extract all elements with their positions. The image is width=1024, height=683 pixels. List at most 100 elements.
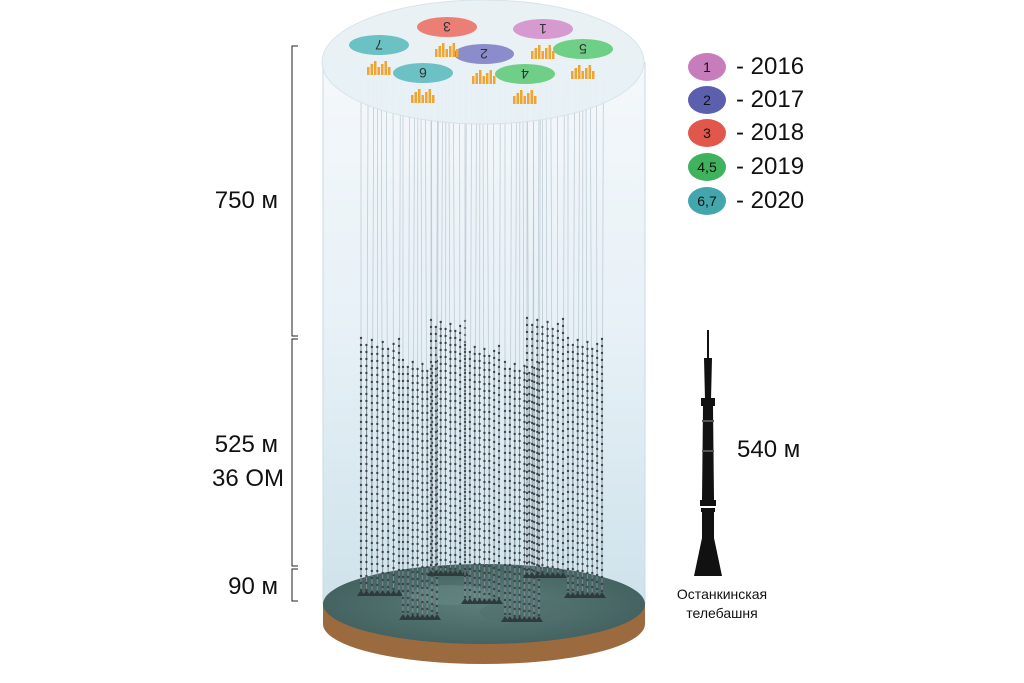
optical-module <box>556 483 560 487</box>
optical-module <box>473 583 476 587</box>
anchor <box>495 598 503 604</box>
optical-module <box>392 531 395 535</box>
optical-module <box>518 439 521 443</box>
optical-module <box>528 420 531 424</box>
optical-module <box>463 490 467 494</box>
optical-module <box>421 362 424 366</box>
optical-module <box>434 542 438 546</box>
optical-module <box>541 528 544 532</box>
optical-module <box>546 530 549 534</box>
cluster-4: 4 <box>495 64 555 104</box>
optical-module <box>386 459 390 463</box>
optical-module <box>430 553 434 557</box>
optical-module <box>483 564 486 568</box>
optical-module <box>434 556 438 560</box>
optical-module <box>532 499 536 503</box>
optical-module <box>483 431 486 435</box>
optical-module <box>576 366 579 370</box>
optical-module <box>463 553 467 557</box>
optical-module <box>458 338 462 342</box>
optical-module <box>406 512 410 516</box>
optical-module <box>421 558 424 562</box>
optical-module <box>551 446 554 450</box>
optical-module <box>416 458 419 462</box>
optical-module <box>429 325 433 329</box>
optical-module <box>426 586 429 590</box>
optical-module <box>473 345 476 349</box>
optical-module <box>518 586 521 590</box>
optical-module <box>463 462 467 466</box>
optical-module <box>595 468 599 472</box>
optical-module <box>541 486 544 490</box>
anchor <box>433 614 441 620</box>
optical-module <box>458 380 462 384</box>
optical-module <box>497 442 501 446</box>
optical-module <box>488 452 491 456</box>
optical-module <box>546 481 549 485</box>
optical-module <box>541 563 544 567</box>
optical-module <box>591 424 594 428</box>
optical-module <box>591 571 594 575</box>
optical-module <box>458 541 462 545</box>
optical-module <box>586 536 589 540</box>
optical-module <box>376 569 379 573</box>
optical-module <box>406 519 410 523</box>
optical-module <box>566 588 570 592</box>
optical-module <box>449 336 452 340</box>
optical-module <box>370 499 374 503</box>
optical-module <box>508 542 512 546</box>
optical-module <box>525 393 529 397</box>
optical-module <box>468 406 472 410</box>
optical-module <box>571 448 575 452</box>
optical-module <box>551 397 554 401</box>
optical-module <box>376 527 379 531</box>
optical-module <box>392 545 395 549</box>
optical-module <box>488 543 491 547</box>
optical-module <box>473 569 476 573</box>
optical-module <box>591 522 594 526</box>
optical-module <box>411 374 414 378</box>
optical-module <box>421 537 424 541</box>
optical-module <box>401 505 405 509</box>
optical-module <box>444 558 447 562</box>
optical-module <box>454 434 457 438</box>
optical-module <box>503 430 507 434</box>
optical-module <box>556 371 560 375</box>
optical-module <box>401 519 405 523</box>
optical-module <box>518 523 521 527</box>
optical-module <box>454 511 457 515</box>
optical-module <box>536 479 539 483</box>
optical-module <box>528 378 531 382</box>
optical-module <box>561 562 565 566</box>
optical-module <box>365 406 368 410</box>
optical-module <box>571 532 575 536</box>
optical-module <box>546 376 549 380</box>
optical-module <box>454 469 457 473</box>
optical-module <box>532 548 536 552</box>
optical-module <box>546 390 549 394</box>
optical-module <box>523 581 526 585</box>
optical-module <box>497 568 501 572</box>
optical-module <box>532 401 536 405</box>
optical-module <box>401 414 405 418</box>
optical-module <box>483 445 486 449</box>
optical-module <box>581 373 584 377</box>
optical-module <box>513 558 516 562</box>
optical-module <box>536 416 539 420</box>
optical-module <box>497 358 501 362</box>
optical-module <box>546 404 549 408</box>
optical-module <box>397 526 401 530</box>
optical-module <box>528 602 531 606</box>
optical-module <box>439 551 442 555</box>
optical-module <box>458 387 462 391</box>
optical-module <box>454 385 457 389</box>
optical-module <box>426 579 429 583</box>
optical-module <box>454 560 457 564</box>
cluster-6: 6 <box>393 63 453 103</box>
optical-module <box>571 378 575 382</box>
optical-module <box>595 349 599 353</box>
optical-module <box>525 344 529 348</box>
optical-module <box>561 520 565 524</box>
legend-swatch: 1 <box>688 53 726 81</box>
optical-module <box>556 469 560 473</box>
